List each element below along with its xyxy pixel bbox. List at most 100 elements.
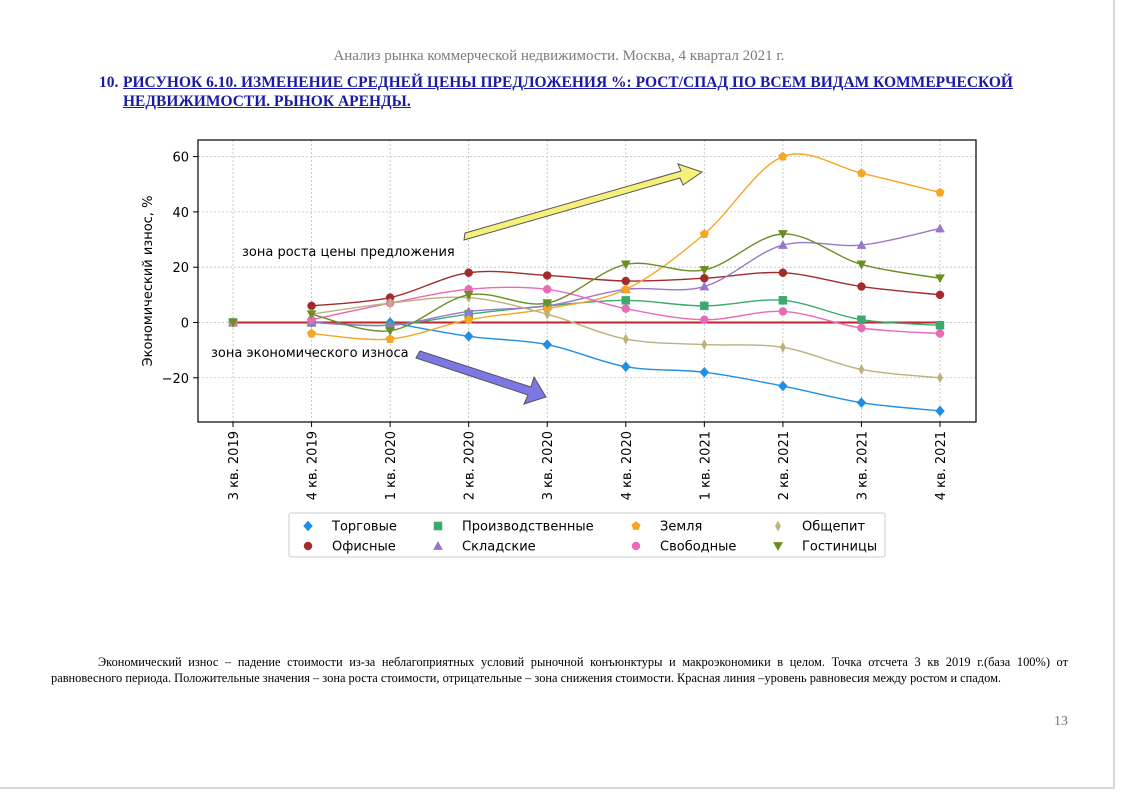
x-tick-label: 2 кв. 2021 [777,431,792,500]
legend: Торговые Офисные Производственные Складские… [303,520,877,555]
series-triangle-down-point [935,274,945,284]
series-diamond-point [542,339,553,350]
series-triangle-up-point [935,223,945,233]
legend-label: Гостиницы [802,540,877,555]
x-tick-label: 3 кв. 2020 [541,431,556,500]
series-thin-diamond-point [701,339,708,351]
x-tick-label: 3 кв. 2021 [855,431,870,500]
annotation-decline-zone: зона экономического износа [211,346,409,361]
series-circle-point [542,271,552,280]
legend-marker [303,520,313,532]
x-tick-label: 1 кв. 2020 [384,431,399,500]
markers-layer [228,151,945,417]
series-circle-point [778,307,788,316]
series-triangle-down-point [620,260,631,270]
series-thin-diamond-point [622,333,629,345]
y-tick-label: −20 [162,372,189,387]
series-circle-point [935,290,945,300]
series-circle-point [621,276,631,286]
series-pentagon-point [935,187,945,197]
series-thin-diamond-point [387,297,394,309]
plot-area [198,140,976,422]
footnote: Экономический износ – падение стоимости … [51,655,1068,685]
x-tick-label: 3 кв. 2019 [227,431,242,500]
series-triangle-up-point [699,281,710,291]
y-axis-label: Экономический износ, % [141,196,156,367]
series-diamond-point [463,330,474,342]
series-triangle-down-point [542,299,553,309]
legend-marker [433,521,443,531]
x-tick-label: 4 кв. 2019 [306,431,321,500]
series-square-point [935,320,945,330]
x-tick-label: 2 кв. 2020 [463,431,478,500]
y-axis-ticks: −20 0 20 40 60 [162,151,198,387]
y-tick-label: 60 [172,151,189,166]
x-tick-label: 4 кв. 2021 [934,431,949,500]
series-thin-diamond-point [779,341,786,353]
legend-marker [631,521,641,530]
annotation-growth-zone: зона роста цены предложения [242,245,455,260]
series-pentagon-point [385,334,395,343]
series-triangle-down-point [699,266,710,275]
series-triangle-down-point [385,326,396,336]
plot-frame [197,139,977,423]
legend-marker [433,540,443,550]
series-square-point [621,296,631,305]
series-square-point [857,315,866,324]
series-pentagon-point [778,151,788,161]
series-circle-point [778,268,788,277]
grid [198,140,976,422]
series-triangle-down-point [306,310,317,320]
series-pentagon-point [856,168,867,178]
x-tick-label: 1 кв. 2021 [698,431,713,500]
series-triangle-down-point [856,260,867,270]
legend-marker [773,542,783,552]
series-thin-diamond-point [858,363,865,375]
series-pentagon-point [306,328,317,338]
series-diamond-point [935,405,945,417]
series-pentagon-point [621,284,631,294]
legend-label: Общепит [802,520,865,535]
series-circle-point [857,282,866,291]
series-triangle-up-point [856,240,867,249]
chart: зона роста цены предложения зона экономи… [141,139,977,558]
series-square-point [778,296,788,305]
legend-label: Производственные [462,520,594,535]
page-header: Анализ рынка коммерческой недвижимости. … [333,48,785,64]
y-tick-label: 40 [172,206,189,221]
series-circle-point [700,273,709,283]
y-tick-label: 0 [181,316,189,331]
series-diamond-point [778,380,788,392]
series-triangle-up-point [777,240,788,249]
figure-number: 10. [99,74,119,91]
legend-label: Свободные [660,540,736,555]
x-tick-label: 4 кв. 2020 [620,431,635,500]
series-pentagon-point [699,229,709,238]
series-diamond-point [699,366,710,378]
figure-title-link[interactable]: РИСУНОК 6.10. ИЗМЕНЕНИЕ СРЕДНЕЙ ЦЕНЫ ПРЕ… [123,74,1013,110]
decline-arrow [415,350,547,405]
x-axis-ticks: 3 кв. 2019 4 кв. 2019 1 кв. 2020 2 кв. 2020… [227,422,949,500]
series-pentagon-point [464,314,474,324]
legend-label: Складские [462,540,536,555]
series-circle-point [935,329,945,338]
series-triangle-down-point [777,230,788,240]
page-number: 13 [1054,714,1068,729]
legend-label: Земля [660,520,702,535]
growth-arrow [463,163,704,241]
series-circle-point [464,268,473,277]
legend-label: Офисные [332,540,396,555]
series-thin-diamond-point [544,308,551,320]
legend-marker [775,520,781,532]
series-triangle-down-point [228,318,238,328]
series-diamond-point [856,397,867,409]
y-tick-label: 20 [172,261,189,276]
series-diamond-line [389,321,941,412]
legend-marker [303,541,313,551]
legend-marker [631,541,641,551]
series-triangle-down-point [463,290,474,300]
series-circle-point [621,304,631,313]
series-circle-point [857,323,866,333]
series-thin-diamond-point [937,372,943,384]
